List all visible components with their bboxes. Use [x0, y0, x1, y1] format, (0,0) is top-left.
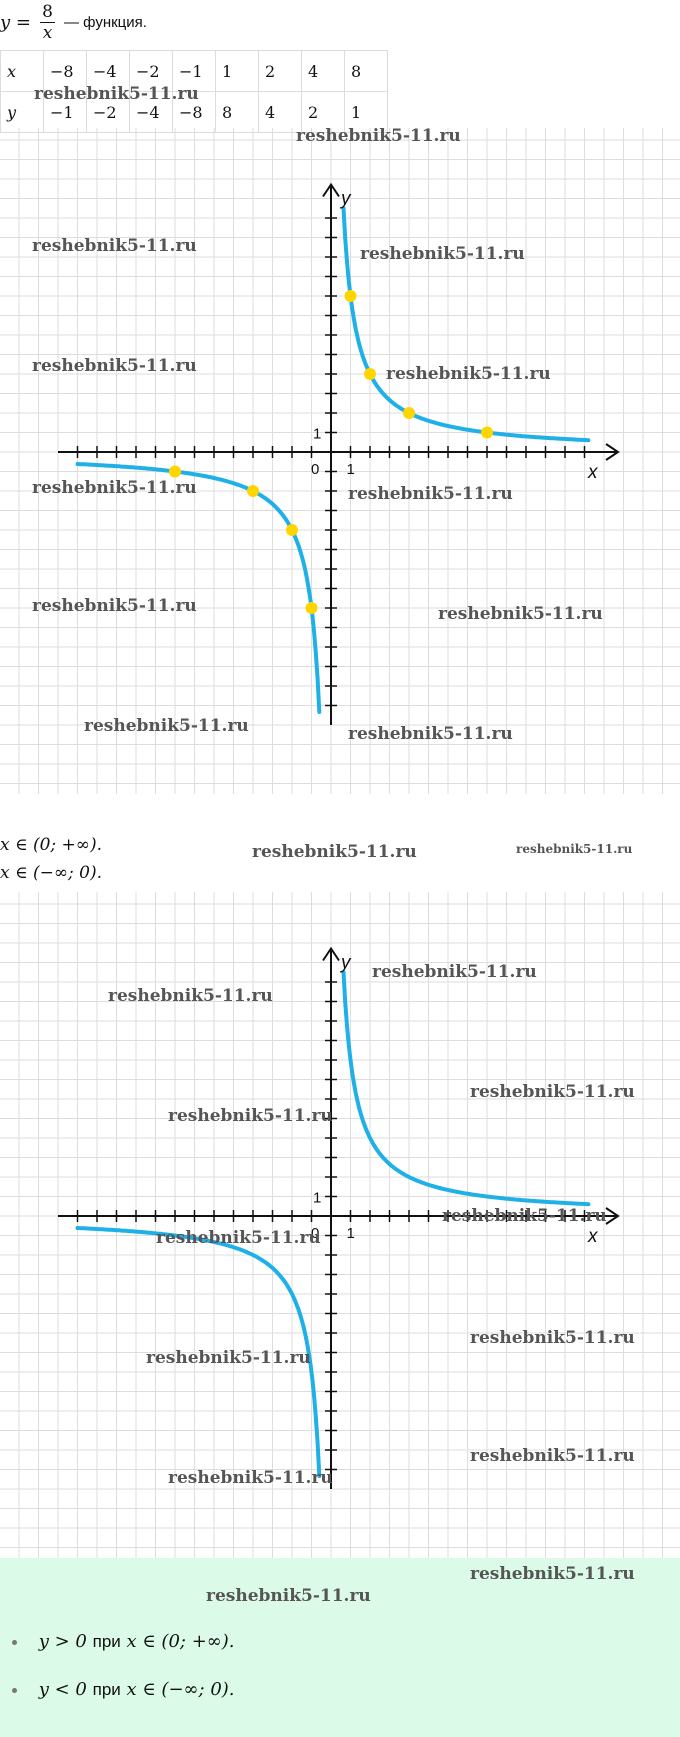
origin-label: 0 — [311, 461, 319, 478]
word-pri: при — [92, 1632, 121, 1651]
formula-lhs: y = — [0, 12, 31, 33]
data-point — [344, 290, 357, 302]
x-axis-arrow-icon — [605, 443, 620, 461]
table-row: x −8 −4 −2 −1 1 2 4 8 — [0, 50, 388, 92]
watermark: reshebnik5-11.ru — [168, 1468, 333, 1488]
table-cell: −1 — [172, 50, 216, 92]
table-header-x: x — [0, 50, 44, 92]
formula-denominator: x — [42, 23, 53, 43]
watermark: reshebnik5-11.ru — [32, 596, 197, 616]
watermark: reshebnik5-11.ru — [32, 236, 197, 256]
watermark: reshebnik5-11.ru — [360, 244, 525, 264]
function-formula: y = 8 x — функция. — [0, 2, 400, 50]
watermark: reshebnik5-11.ru — [32, 356, 197, 376]
curve-positive-branch — [341, 206, 591, 443]
word-pri: при — [92, 1680, 121, 1699]
inequality: y > 0 — [38, 1631, 87, 1652]
table-cell: 2 — [301, 91, 345, 133]
table-cell: 4 — [258, 91, 302, 133]
watermark: reshebnik5-11.ru — [296, 126, 461, 146]
unit-y-label: 1 — [313, 426, 321, 443]
table-cell: 8 — [215, 91, 259, 133]
statement-negative-domain: x ∈ (−∞; 0). — [0, 863, 102, 883]
watermark: reshebnik5-11.ru — [348, 484, 513, 504]
list-item: y > 0 при x ∈ (0; +∞). — [12, 1618, 235, 1666]
interval: x ∈ (0; +∞). — [126, 1631, 235, 1652]
hyperbola-graph-with-points: y x 0 1 1 — [0, 128, 680, 794]
table-row: y −1 −2 −4 −8 8 4 2 1 — [0, 91, 388, 133]
x-axis-label: x — [587, 1226, 599, 1247]
formula-caption: — функция. — [64, 14, 147, 31]
watermark: reshebnik5-11.ru — [206, 1586, 371, 1606]
data-point — [305, 602, 318, 614]
curves — [75, 970, 591, 1478]
formula-numerator: 8 — [40, 2, 55, 23]
x-axis-label: x — [587, 462, 599, 483]
watermark: reshebnik5-11.ru — [442, 1206, 607, 1226]
points — [169, 290, 493, 614]
values-table: x −8 −4 −2 −1 1 2 4 8 y −1 −2 −4 −8 8 4 … — [0, 50, 388, 133]
watermark: reshebnik5-11.ru — [34, 84, 199, 104]
data-point — [169, 465, 181, 478]
table-cell: 1 — [215, 50, 259, 92]
watermark: reshebnik5-11.ru — [470, 1328, 635, 1348]
watermark: reshebnik5-11.ru — [438, 604, 603, 624]
formula-fraction: 8 x — [40, 2, 55, 43]
conclusion-list: y > 0 при x ∈ (0; +∞). y < 0 при x ∈ (−∞… — [12, 1618, 235, 1714]
axes — [58, 182, 620, 725]
origin-label: 0 — [311, 1225, 319, 1242]
watermark: reshebnik5-11.ru — [470, 1082, 635, 1102]
watermark: reshebnik5-11.ru — [146, 1348, 311, 1368]
watermark: reshebnik5-11.ru — [252, 842, 417, 862]
curve-negative-branch — [75, 462, 322, 714]
axes — [58, 946, 620, 1489]
table-cell: −2 — [86, 91, 130, 133]
grid — [0, 128, 680, 794]
grid — [0, 892, 680, 1558]
watermark: reshebnik5-11.ru — [108, 986, 273, 1006]
y-axis-arrow-icon — [322, 946, 340, 962]
data-point — [481, 426, 493, 439]
curve-positive-branch — [341, 970, 591, 1207]
curves — [75, 206, 591, 714]
table-cell: 8 — [344, 50, 388, 92]
table-cell: −8 — [172, 91, 216, 133]
table-cell: −4 — [129, 91, 173, 133]
table-cell: −1 — [43, 91, 87, 133]
hyperbola-graph: y x 0 1 1 — [0, 892, 680, 1558]
watermark: reshebnik5-11.ru — [516, 842, 633, 856]
y-axis-arrow-icon — [322, 182, 340, 198]
list-item: y < 0 при x ∈ (−∞; 0). — [12, 1666, 235, 1714]
data-point — [247, 485, 259, 497]
data-point — [403, 407, 415, 419]
watermark: reshebnik5-11.ru — [168, 1106, 333, 1126]
watermark: reshebnik5-11.ru — [372, 962, 537, 982]
unit-y-label: 1 — [313, 1190, 321, 1207]
interval: x ∈ (−∞; 0). — [126, 1679, 235, 1700]
data-point — [364, 368, 376, 380]
watermark: reshebnik5-11.ru — [470, 1564, 635, 1584]
watermark: reshebnik5-11.ru — [32, 478, 197, 498]
inequality: y < 0 — [38, 1679, 87, 1700]
x-axis-arrow-icon — [605, 1207, 620, 1225]
watermark: reshebnik5-11.ru — [84, 716, 249, 736]
table-cell: 1 — [344, 91, 388, 133]
table-cell: 4 — [301, 50, 345, 92]
watermark: reshebnik5-11.ru — [470, 1446, 635, 1466]
bullet-icon — [12, 1639, 17, 1645]
unit-x-label: 1 — [347, 461, 355, 478]
watermark: reshebnik5-11.ru — [348, 724, 513, 744]
curve-negative-branch — [75, 1226, 322, 1478]
y-axis-label: y — [339, 189, 352, 210]
unit-x-label: 1 — [347, 1225, 355, 1242]
y-axis-label: y — [339, 953, 352, 974]
table-header-y: y — [0, 91, 44, 133]
table-cell: 2 — [258, 50, 302, 92]
conclusion-box: y > 0 при x ∈ (0; +∞). y < 0 при x ∈ (−∞… — [0, 1558, 680, 1737]
watermark: reshebnik5-11.ru — [386, 364, 551, 384]
data-point — [286, 524, 298, 536]
statement-positive-domain: x ∈ (0; +∞). — [0, 835, 102, 855]
watermark: reshebnik5-11.ru — [156, 1228, 321, 1248]
bullet-icon — [12, 1687, 17, 1693]
